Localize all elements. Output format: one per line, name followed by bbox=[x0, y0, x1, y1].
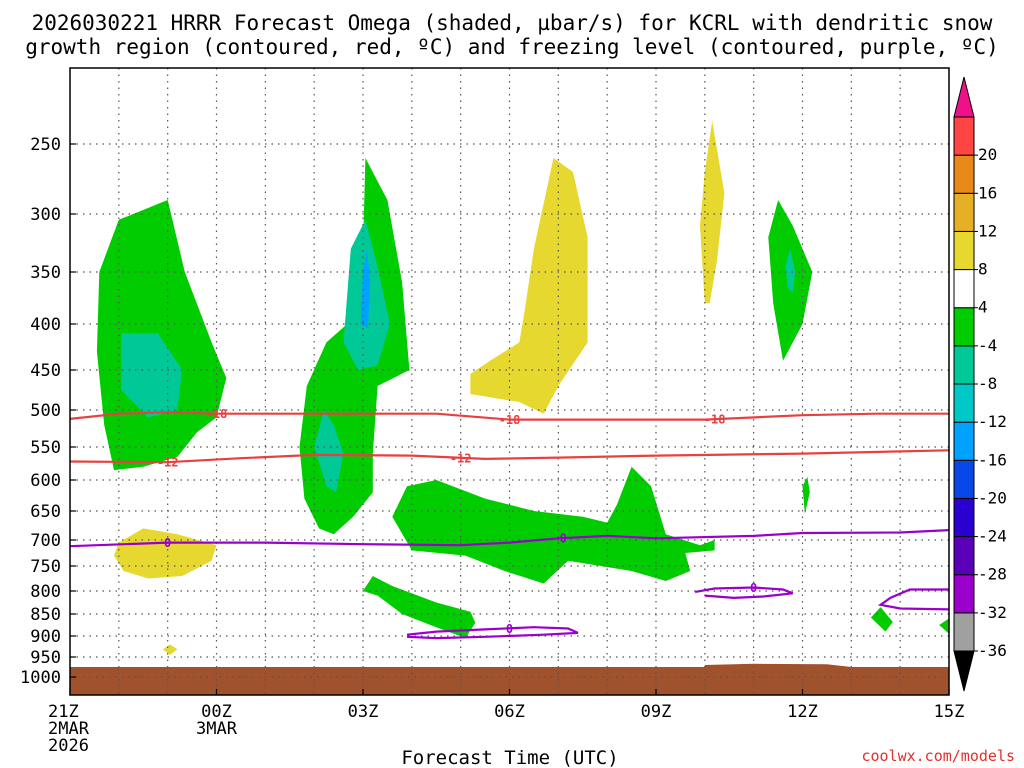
colorbar-swatch-4 bbox=[953, 459, 975, 499]
colorbar-label-3: -24 bbox=[978, 527, 1007, 546]
omega-region-16 bbox=[939, 618, 949, 634]
y-tick-label-500: 500 bbox=[30, 401, 61, 421]
credit-text: coolwx.com/models bbox=[861, 747, 1015, 765]
x-tick-label-18-0: 15Z bbox=[934, 702, 965, 722]
y-tick-label-900: 900 bbox=[30, 627, 61, 647]
x-axis-label: Forecast Time (UTC) bbox=[401, 747, 618, 768]
colorbar-label-12: 16 bbox=[978, 183, 997, 202]
colorbar-label-11: 12 bbox=[978, 221, 997, 240]
y-tick-label-450: 450 bbox=[30, 361, 61, 381]
omega-region-13 bbox=[785, 248, 796, 293]
x-tick-label-3-1: 3MAR bbox=[196, 719, 238, 739]
contour-layer: -18 -18 -18 -12 -12 0 0 0 0 bbox=[69, 407, 950, 640]
colorbar-label-2: -28 bbox=[978, 565, 1007, 584]
omega-region-5 bbox=[314, 410, 344, 493]
y-tick-label-750: 750 bbox=[30, 557, 61, 577]
colorbar-swatch-8 bbox=[953, 307, 975, 347]
contour-0C-b bbox=[406, 626, 579, 640]
contour-label--18C-2: -18 bbox=[704, 413, 726, 427]
colorbar-swatch-6 bbox=[953, 383, 975, 423]
contour-0C-c bbox=[694, 586, 794, 600]
grid-layer bbox=[70, 68, 949, 695]
colorbar: -36 -32 -28 -24 -20 -16 -12 -8 -4 4 8 12 16 20 bbox=[953, 76, 1007, 692]
x-tick-label-0-2: 2026 bbox=[48, 736, 89, 756]
chart-title-line1: 2026030221 HRRR Forecast Omega (shaded, … bbox=[32, 11, 993, 35]
colorbar-over-triangle bbox=[953, 76, 975, 118]
omega-shading-layer bbox=[96, 121, 949, 655]
chart-title-line2: growth region (contoured, red, ºC) and f… bbox=[25, 35, 999, 59]
x-tick-label-12-0: 09Z bbox=[641, 702, 672, 722]
colorbar-swatch-13 bbox=[953, 116, 975, 156]
omega-region-8 bbox=[363, 576, 476, 639]
y-tick-label-300: 300 bbox=[30, 205, 61, 225]
y-tick-label-950: 950 bbox=[30, 648, 61, 668]
omega-region-2 bbox=[114, 528, 217, 579]
colorbar-swatch-12 bbox=[953, 154, 975, 194]
x-tick-label-0-0: 21Z bbox=[48, 702, 79, 722]
colorbar-label-0: -36 bbox=[978, 641, 1007, 660]
colorbar-label-10: 8 bbox=[978, 260, 988, 279]
colorbar-label-9: 4 bbox=[978, 298, 988, 317]
colorbar-label-4: -20 bbox=[978, 488, 1007, 507]
colorbar-swatch-7 bbox=[953, 345, 975, 385]
contour-label-0C-0: 0 bbox=[164, 536, 171, 550]
y-tick-label-250: 250 bbox=[30, 135, 61, 155]
y-tick-label-550: 550 bbox=[30, 438, 61, 458]
colorbar-swatch-9 bbox=[953, 269, 975, 309]
contour--18C bbox=[69, 411, 949, 421]
y-tick-label-800: 800 bbox=[30, 582, 61, 602]
omega-region-15 bbox=[870, 607, 893, 632]
x-tick-label-6-0: 03Z bbox=[348, 702, 379, 722]
y-tick-label-400: 400 bbox=[30, 315, 61, 335]
contour-0C bbox=[69, 529, 950, 548]
contour-label--12C-0: -12 bbox=[157, 456, 179, 470]
colorbar-swatch-10 bbox=[953, 230, 975, 271]
colorbar-under-triangle bbox=[953, 650, 975, 692]
colorbar-swatch-0 bbox=[953, 612, 975, 652]
y-tick-label-350: 350 bbox=[30, 263, 61, 283]
colorbar-swatch-11 bbox=[953, 192, 975, 232]
colorbar-label-1: -32 bbox=[978, 603, 1007, 622]
colorbar-label-13: 20 bbox=[978, 145, 997, 164]
colorbar-label-7: -8 bbox=[978, 374, 997, 393]
omega-region-10 bbox=[470, 158, 588, 414]
omega-region-0 bbox=[96, 200, 227, 471]
ground-bump bbox=[704, 663, 852, 667]
pressure-axis: 2503003504004505005506006507007508008509… bbox=[20, 135, 76, 688]
contour-0C-d bbox=[877, 588, 950, 611]
contour-label--18C-0: -18 bbox=[206, 407, 228, 421]
contour-label--12C-1: -12 bbox=[450, 451, 472, 465]
omega-region-3 bbox=[162, 644, 178, 655]
colorbar-label-5: -16 bbox=[978, 450, 1007, 469]
colorbar-label-8: -4 bbox=[978, 336, 997, 355]
colorbar-swatch-3 bbox=[953, 497, 975, 538]
y-tick-label-700: 700 bbox=[30, 531, 61, 551]
contour-label-0C-1: 0 bbox=[560, 532, 567, 546]
contour--12C bbox=[69, 449, 950, 464]
contour-label-0C-b-0: 0 bbox=[506, 622, 513, 636]
colorbar-swatch-5 bbox=[953, 421, 975, 461]
y-tick-label-850: 850 bbox=[30, 605, 61, 625]
y-tick-label-1000: 1000 bbox=[20, 668, 61, 688]
contour-label-0C-c-0: 0 bbox=[750, 581, 757, 595]
omega-region-1 bbox=[121, 333, 183, 418]
x-tick-label-3-0: 00Z bbox=[201, 702, 232, 722]
x-tick-label-15-0: 12Z bbox=[787, 702, 818, 722]
colorbar-label-6: -12 bbox=[978, 412, 1007, 431]
omega-region-11 bbox=[700, 121, 725, 304]
omega-region-9 bbox=[392, 466, 715, 584]
x-tick-label-9-0: 06Z bbox=[494, 702, 525, 722]
contour-label--18C-1: -18 bbox=[499, 413, 521, 427]
x-tick-label-0-1: 2MAR bbox=[48, 719, 90, 739]
y-tick-label-650: 650 bbox=[30, 502, 61, 522]
omega-region-14 bbox=[802, 476, 810, 514]
colorbar-swatch-1 bbox=[953, 574, 975, 614]
colorbar-swatch-2 bbox=[953, 536, 975, 576]
y-tick-label-600: 600 bbox=[30, 471, 61, 491]
